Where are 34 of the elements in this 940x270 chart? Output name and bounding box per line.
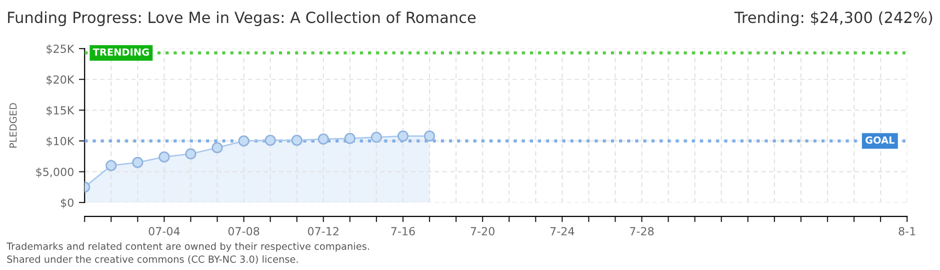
y-tick-label: $25K [46, 44, 74, 54]
point [212, 142, 223, 154]
y-tick-label: $20K [46, 75, 74, 86]
x-tick-label: 07-12 [308, 227, 338, 236]
point [185, 148, 196, 160]
point [158, 151, 170, 162]
x-tick-label: 7-28 [630, 227, 654, 236]
y-tick-label: $15K [46, 106, 74, 116]
chart-title: Funding Progress: Love Me in Vegas: A Collection of Romance [8, 11, 476, 26]
point [318, 134, 329, 145]
point [344, 132, 356, 144]
text: Shared under the creative commons (CC BY-NC 3.0) license. [7, 255, 298, 264]
text: Trademarks and related content are owned by their respective companies. [6, 242, 369, 252]
point [238, 135, 250, 146]
point [291, 134, 302, 146]
y-axis-title: PLEDGED [9, 103, 17, 148]
x-tick-label: 7-24 [550, 227, 574, 236]
x-tick-label: 07-04 [148, 227, 180, 236]
x-tick-label: 8-1 [898, 227, 916, 236]
point [370, 132, 382, 143]
y-tick-label: $10K [46, 136, 74, 147]
ref-line-label: GOAL [866, 136, 894, 144]
point [106, 160, 117, 172]
x-tick-label: 7-20 [470, 227, 494, 236]
point [397, 130, 409, 142]
y-tick-label: $5,000 [36, 168, 74, 178]
text: Trending: $24,300 (242%) [734, 11, 932, 26]
ref-line-label: TRENDING [92, 48, 149, 56]
x-tick-label: 7-16 [391, 227, 415, 236]
point [264, 134, 276, 146]
point [424, 130, 436, 142]
y-tick-label: $0 [60, 198, 74, 208]
point [132, 156, 144, 168]
x-tick-label: 07-08 [228, 227, 260, 236]
